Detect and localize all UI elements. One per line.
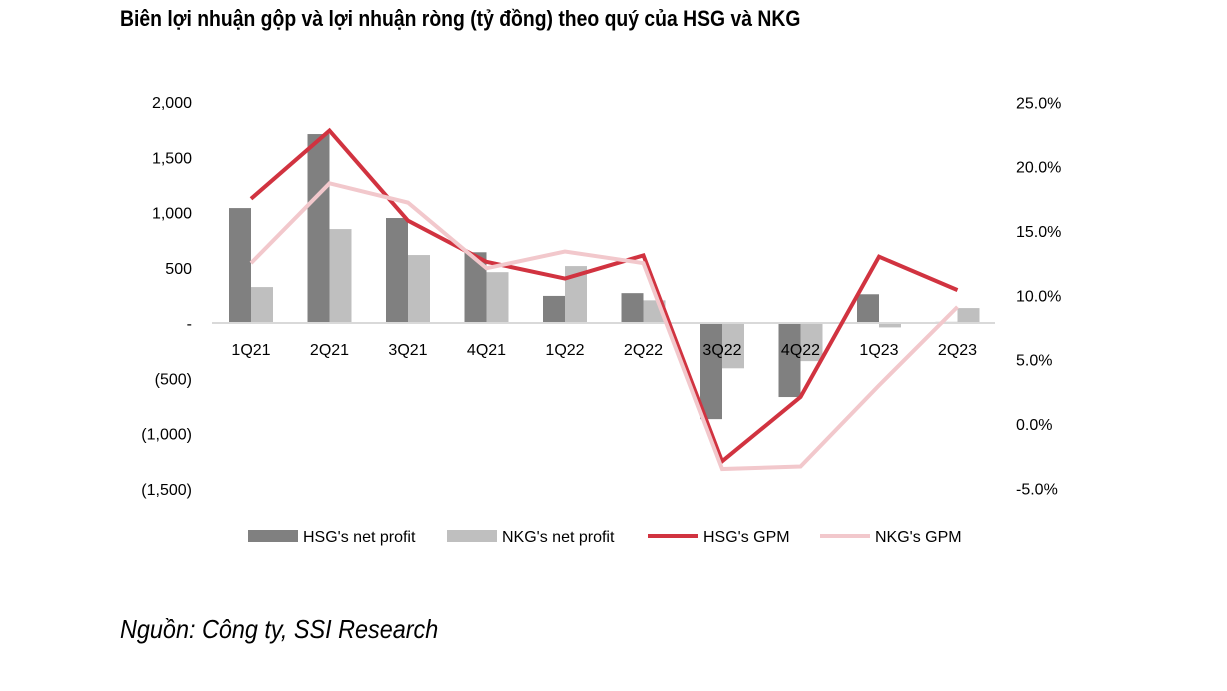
legend-label: NKG's GPM (875, 529, 962, 546)
bar-nkg-s-net-profit (486, 272, 509, 323)
bar-hsg-s-net-profit (543, 295, 565, 323)
bar-nkg-s-net-profit (251, 287, 273, 323)
right-tick-label: 0.0% (1016, 417, 1052, 434)
left-tick-label: 500 (165, 261, 192, 278)
x-tick-label: 2Q21 (310, 342, 349, 359)
legend-label: HSG's net profit (303, 529, 416, 546)
left-tick-label: (1,500) (141, 482, 192, 499)
bar-nkg-s-net-profit (329, 229, 352, 323)
legend-label: HSG's GPM (703, 529, 790, 546)
right-tick-label: 10.0% (1016, 288, 1061, 305)
x-tick-label: 2Q23 (938, 342, 977, 359)
bar-nkg-s-net-profit (957, 308, 980, 323)
left-tick-label: 2,000 (152, 95, 192, 112)
line-nkg-s-gpm (249, 181, 959, 472)
right-tick-label: 25.0% (1016, 95, 1061, 112)
right-tick-label: 15.0% (1016, 224, 1061, 241)
bar-hsg-s-net-profit (229, 208, 251, 323)
bar-nkg-s-net-profit (722, 323, 744, 369)
source-note: Nguồn: Công ty, SSI Research (120, 614, 439, 644)
x-tick-label: 4Q22 (781, 342, 820, 359)
left-tick-label: (1,000) (141, 427, 192, 444)
left-tick-label: 1,500 (152, 150, 192, 167)
left-tick-label: 1,000 (152, 206, 192, 223)
x-tick-label: 1Q23 (859, 342, 898, 359)
x-tick-label: 3Q22 (702, 342, 741, 359)
left-tick-label: - (187, 316, 192, 333)
x-tick-label: 1Q22 (545, 342, 584, 359)
bar-hsg-s-net-profit (464, 252, 487, 323)
x-tick-label: 3Q21 (388, 342, 427, 359)
bar-nkg-s-net-profit (879, 323, 901, 328)
bar-nkg-s-net-profit (408, 255, 430, 323)
legend-label: NKG's net profit (502, 529, 615, 546)
legend-swatch (248, 530, 298, 542)
chart-title: Biên lợi nhuận gộp và lợi nhuận ròng (tỷ… (120, 6, 801, 31)
x-tick-label: 1Q21 (231, 342, 270, 359)
bar-hsg-s-net-profit (307, 134, 330, 323)
bar-nkg-s-net-profit (565, 266, 587, 323)
bar-hsg-s-net-profit (857, 294, 879, 323)
bar-nkg-s-net-profit (800, 323, 823, 362)
left-tick-label: (500) (155, 371, 192, 388)
bar-hsg-s-net-profit (700, 323, 722, 420)
x-tick-label: 4Q21 (467, 342, 506, 359)
right-tick-label: 20.0% (1016, 160, 1061, 177)
bar-hsg-s-net-profit (386, 218, 408, 323)
right-tick-label: -5.0% (1016, 481, 1058, 498)
right-tick-label: 5.0% (1016, 353, 1052, 370)
line-hsg-s-gpm (249, 127, 959, 465)
bar-hsg-s-net-profit (778, 323, 801, 398)
x-tick-label: 2Q22 (624, 342, 663, 359)
legend-swatch (447, 530, 497, 542)
bar-hsg-s-net-profit (621, 293, 644, 323)
